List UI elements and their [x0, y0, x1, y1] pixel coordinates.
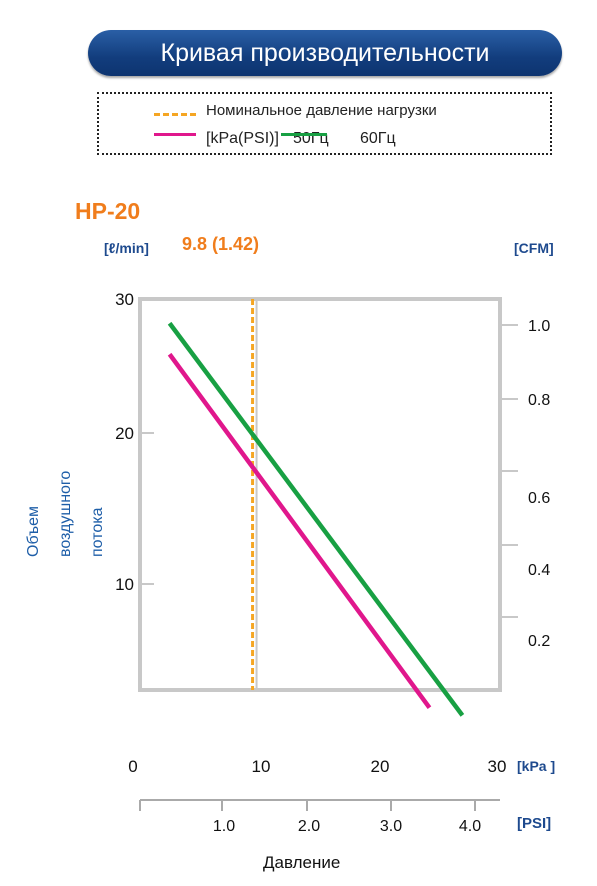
y-left-tick-label: 30	[115, 290, 134, 309]
y-right-tick-label: 1.0	[528, 318, 550, 335]
y-right-tick-label: 0.6	[528, 490, 550, 507]
y-right-tick-label: 0.4	[528, 562, 550, 579]
x-axis-title: Давление	[263, 853, 341, 872]
x-kpa-tick-label: 0	[128, 757, 137, 776]
x-kpa-unit: [kPa ]	[517, 758, 555, 774]
series-line-50hz	[167, 352, 432, 709]
legend-rated-label: Номинальное давление нагрузки	[206, 102, 437, 119]
legend-60hz-label: 60Гц	[360, 130, 396, 147]
legend-60hz-line	[281, 133, 327, 136]
legend-unit-label: [kPa(PSI)]	[206, 130, 279, 147]
x-psi-tick-label: 4.0	[459, 818, 481, 835]
legend: Номинальное давление нагрузки [kPa(PSI)]…	[97, 92, 552, 155]
x-psi-unit: [PSI]	[517, 815, 551, 832]
y-left-tick-label: 20	[115, 424, 134, 443]
title-banner: Кривая производительности	[88, 30, 562, 76]
x-psi-tick-label: 3.0	[380, 818, 402, 835]
x-kpa-tick-label: 10	[252, 757, 271, 776]
legend-rated-line	[154, 113, 196, 116]
x-psi-tick-label: 1.0	[213, 818, 235, 835]
plot-frame	[138, 297, 502, 692]
model-name: HP-20	[75, 198, 141, 224]
y-right-unit: [CFM]	[514, 240, 554, 256]
page-title: Кривая производительности	[160, 39, 490, 67]
legend-50hz-line	[154, 133, 196, 136]
y-right-tick-label: 0.8	[528, 392, 550, 409]
rated-pressure-value: 9.8 (1.42)	[182, 234, 260, 254]
y-left-unit: [ℓ/min]	[104, 240, 149, 256]
x-kpa-tick-label: 20	[371, 757, 390, 776]
y-right-tick-label: 0.2	[528, 633, 550, 650]
y-left-tick-label: 10	[115, 575, 134, 594]
series-line-60hz	[167, 321, 465, 717]
x-psi-tick-label: 2.0	[298, 818, 320, 835]
x-kpa-tick-label: 30	[488, 757, 507, 776]
